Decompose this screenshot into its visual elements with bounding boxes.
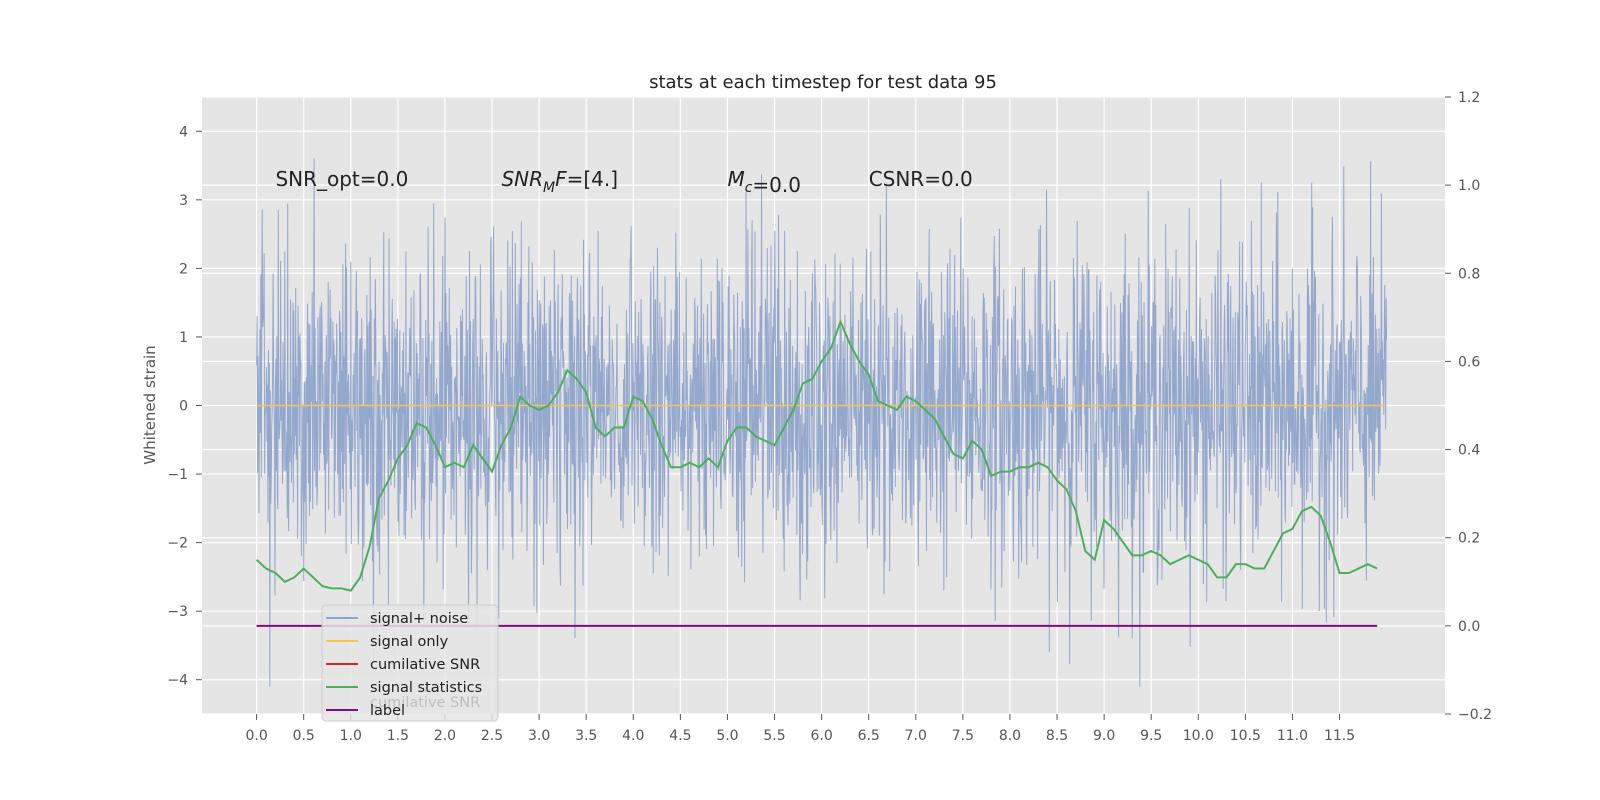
legend-box: [321, 604, 499, 722]
x-tick-label: 4.0: [622, 728, 644, 744]
x-tick-label: 8.0: [999, 728, 1021, 744]
x-tick-label: 5.5: [763, 728, 785, 744]
y-tick-label-left: 0: [179, 399, 188, 415]
x-tick-label: 9.0: [1093, 728, 1115, 744]
x-tick-label: 3.0: [528, 728, 550, 744]
y-tick-label-right: 1.2: [1458, 90, 1480, 106]
x-tick-label: 9.5: [1140, 728, 1162, 744]
x-tick-label: 3.5: [575, 728, 597, 744]
legend-entry-label: label: [370, 703, 405, 719]
y-tick-label-right: 0.6: [1458, 354, 1480, 370]
x-tick-label: 10.5: [1230, 728, 1261, 744]
x-tick-label: 1.0: [340, 728, 362, 744]
axes: 0.0 0.5 1.0 1.5 2.0 2.5 3.0 3.5 4.0 4.5 5.0 5.5 6.0 6…: [167, 90, 1492, 744]
x-tick-label: 6.0: [810, 728, 832, 744]
legend-entry-label: signal only: [370, 634, 449, 650]
y-tick-label-left: −2: [167, 536, 188, 552]
y-tick-label-left: −4: [167, 673, 188, 689]
x-tick-label: 5.0: [716, 728, 738, 744]
annotations: SNR_opt=0.0 SNRMF=[4.] Mc=0.0 CSNR=0.0: [275, 167, 972, 197]
x-tick-label: 11.5: [1324, 728, 1355, 744]
y-tick-label-left: 4: [179, 124, 188, 140]
x-tick-label: 6.5: [858, 728, 880, 744]
signal-plus-noise-series: [256, 158, 1388, 687]
y-tick-label-left: −1: [167, 467, 188, 483]
noise-path: [256, 158, 1388, 687]
x-tick-label: 0.5: [293, 728, 315, 744]
y-tick-label-right: 0.4: [1458, 443, 1480, 459]
legend-entry-label: signal+ noise: [370, 611, 468, 627]
x-tick-label: 7.5: [952, 728, 974, 744]
x-tick-label: 1.5: [387, 728, 409, 744]
legend-hidden-text: cumilative SNR: [370, 695, 480, 711]
legend: cumilative SNR signal+ noise signal only cu…: [321, 604, 499, 722]
x-tick-label: 0.0: [245, 728, 267, 744]
x-tick-label: 11.0: [1277, 728, 1308, 744]
legend-entry-label: signal statistics: [370, 680, 482, 696]
y-tick-label-right: 1.0: [1458, 178, 1480, 194]
legend-entry-label: cumilative SNR: [370, 657, 480, 673]
x-tick-label: 2.5: [481, 728, 503, 744]
annotation-text: SNR_opt=0.0: [275, 167, 408, 191]
y-tick-label-left: 3: [179, 193, 188, 209]
x-tick-label: 2.0: [434, 728, 456, 744]
chart-title: stats at each timestep for test data 95: [649, 72, 997, 93]
x-tick-label: 7.0: [905, 728, 927, 744]
signal-statistics-line: [255, 319, 1378, 592]
annotation-text: SNRMF=[4.]: [501, 167, 618, 196]
y-tick-label-left: −3: [167, 604, 188, 620]
x-tick-label: 4.5: [669, 728, 691, 744]
annotation-text: CSNR=0.0: [869, 167, 973, 191]
y-axis-label: Whitened strain: [141, 345, 159, 464]
y-tick-label-right: −0.2: [1458, 707, 1492, 723]
y-tick-label-right: 0.8: [1458, 266, 1480, 282]
annotation-text: Mc=0.0: [727, 167, 801, 197]
y-tick-label-right: 0.0: [1458, 619, 1480, 635]
x-tick-label: 10.0: [1183, 728, 1214, 744]
y-tick-label-right: 0.2: [1458, 531, 1480, 547]
y-tick-label-left: 2: [179, 261, 188, 277]
y-tick-label-left: 1: [179, 330, 188, 346]
x-tick-label: 8.5: [1046, 728, 1068, 744]
